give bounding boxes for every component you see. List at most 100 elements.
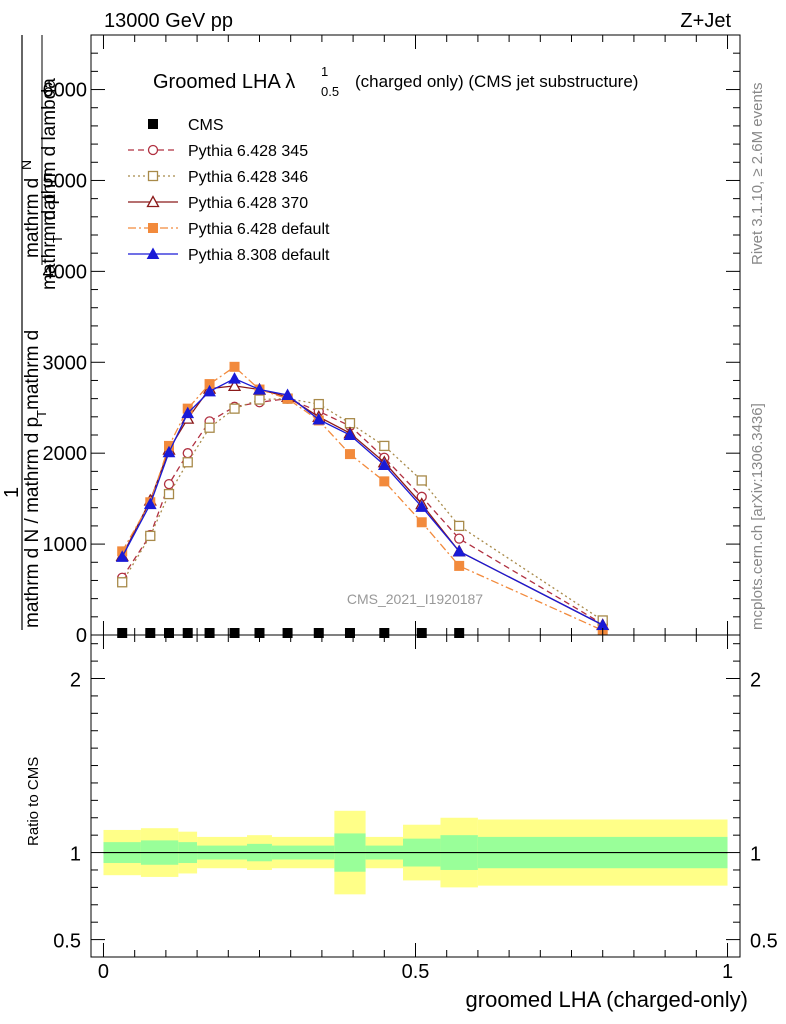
point-p8def <box>415 500 429 512</box>
header-process: Z+Jet <box>680 10 731 32</box>
main-ytick-label: 4000 <box>43 261 88 283</box>
ylabel-den-pT: mathrm d p <box>39 194 60 290</box>
point-p6def <box>379 476 390 487</box>
point-p346 <box>416 475 427 486</box>
point-p345 <box>163 478 175 490</box>
point-p8def <box>228 372 241 384</box>
ratio-ytick-label-right: 2 <box>750 670 761 692</box>
ratio-ytick-label-right: 1 <box>750 844 761 866</box>
ratio-xtick-label: 0 <box>98 961 109 983</box>
legend-marker <box>148 119 158 129</box>
legend-marker <box>147 170 159 182</box>
main-ytick-label: 1000 <box>43 534 88 556</box>
point-p346 <box>117 577 128 588</box>
series-line-p8def <box>121 377 604 626</box>
main-title-sub: 0.5 <box>321 84 339 99</box>
ylabel-num-N: N <box>18 160 34 170</box>
series-line-p370 <box>121 385 604 626</box>
ratio-ytick-label: 2 <box>70 670 81 692</box>
point-p346 <box>182 457 193 468</box>
ylabel-den-line2: mathrm d p <box>39 194 60 290</box>
point-p6def <box>344 449 355 460</box>
point-cms <box>164 628 175 638</box>
main-title-main: Groomed LHA λ <box>153 71 295 93</box>
point-p346 <box>344 418 356 429</box>
ylabel-lower-d: mathrm d <box>22 330 43 410</box>
point-cms <box>204 628 215 638</box>
point-p346 <box>229 403 240 414</box>
main-ytick-label: 3000 <box>43 352 88 374</box>
ylabel-one: 1 <box>1 487 23 498</box>
point-p346 <box>163 488 175 500</box>
legend-marker <box>146 195 160 208</box>
main-title: Groomed LHA λ <box>153 71 295 93</box>
point-p8def <box>377 458 391 470</box>
main-ytick-label: 2000 <box>43 443 88 465</box>
point-p8def <box>181 406 195 419</box>
point-cms <box>145 628 156 638</box>
ylabel-num-d: mathrm d <box>22 178 43 258</box>
ratio-xtick-label: 0.5 <box>402 961 430 983</box>
ylabel-den-T: T <box>50 235 65 243</box>
xaxis-label: groomed LHA (charged-only) <box>466 987 748 1012</box>
legend-marker <box>146 247 160 259</box>
legend-item-p6def: Pythia 6.428 default <box>128 221 330 238</box>
point-cms <box>416 628 427 638</box>
point-p346 <box>145 530 156 542</box>
point-cms <box>344 628 355 638</box>
legend-item-p8def: Pythia 8.308 default <box>128 247 330 264</box>
ratio-axis-ticks: 0.5 0.5 1 1 2 2 0 0.5 1 <box>53 635 778 983</box>
point-cms <box>117 628 128 638</box>
ratio-panel: 0.5 0.5 1 1 2 2 0 0.5 1 <box>53 634 778 983</box>
point-p345 <box>182 448 193 459</box>
point-p8def <box>162 445 176 458</box>
point-p8def <box>115 550 129 562</box>
point-p8def <box>281 388 294 400</box>
legend-item-p346: Pythia 6.428 346 <box>128 169 308 186</box>
analysis-watermark: CMS_2021_I1920187 <box>347 591 483 607</box>
point-p6def <box>416 517 427 528</box>
point-p8def <box>253 383 266 395</box>
point-cms <box>229 628 240 638</box>
ylabel-den-lambda: mathrm d lambda <box>39 78 60 226</box>
point-p345 <box>454 533 465 544</box>
legend-marker <box>147 144 159 156</box>
legend-label: CMS <box>188 117 224 134</box>
ratio-ytick-label: 1 <box>70 844 81 866</box>
legend-label: Pythia 6.428 346 <box>188 169 308 186</box>
point-cms <box>182 628 193 638</box>
point-p6def <box>229 361 240 372</box>
point-p8def <box>312 413 326 425</box>
legend-label: Pythia 6.428 345 <box>188 143 308 160</box>
legend-item-p370: Pythia 6.428 370 <box>128 195 308 212</box>
point-p8def <box>143 497 157 510</box>
point-p6def <box>454 560 465 571</box>
ratio-ytick-label: 0.5 <box>53 931 81 953</box>
ratio-panel-frame <box>90 634 741 958</box>
rivet-label: Rivet 3.1.10, ≥ 2.6M events <box>749 83 766 266</box>
point-p346 <box>454 520 465 532</box>
point-p8def <box>203 384 216 397</box>
legend-item-cms: CMS <box>148 117 224 134</box>
point-p8def <box>343 428 357 440</box>
legend: CMS Pythia 6.428 345 Pythia 6.428 346 Pythi… <box>128 117 330 264</box>
mcplots-label: mcplots.cern.ch [arXiv:1306.3436] <box>749 403 766 630</box>
series-line-p345 <box>121 397 604 625</box>
series-line-p346 <box>121 397 604 621</box>
main-series-layer <box>115 361 610 638</box>
point-p346 <box>254 394 265 405</box>
point-cms <box>313 628 324 638</box>
point-p346 <box>204 422 215 433</box>
point-cms <box>454 628 465 638</box>
point-cms <box>282 628 293 638</box>
main-ytick-label: 6000 <box>43 80 88 102</box>
ratio-ytick-label-right: 0.5 <box>750 931 778 953</box>
point-p8def <box>452 544 466 557</box>
ylabel-lower-dN: mathrm d N / mathrm d p <box>22 417 43 628</box>
header-energy: 13000 GeV pp <box>104 10 233 32</box>
legend-label: Pythia 8.308 default <box>188 247 330 264</box>
main-ytick-label: 5000 <box>43 170 88 192</box>
series-p8def <box>115 372 610 630</box>
